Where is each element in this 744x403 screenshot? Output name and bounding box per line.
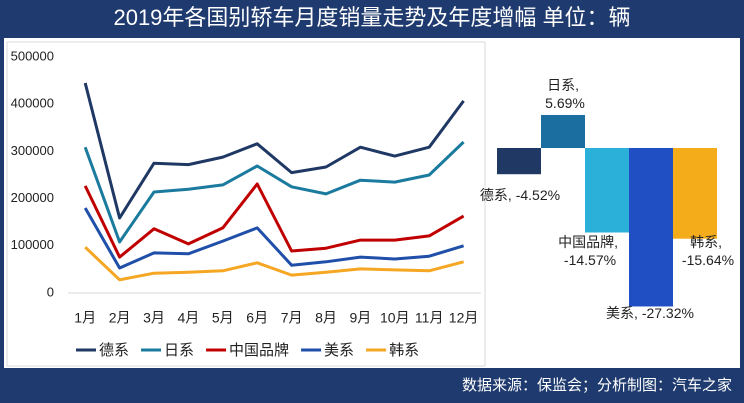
data-label: 中国品牌, -14.57% (558, 234, 622, 268)
bar (541, 114, 585, 148)
y-tick-label: 500000 (11, 48, 54, 63)
value-label: 5.69% (545, 95, 585, 111)
label-separator: , (614, 234, 622, 250)
label-separator: , (508, 187, 516, 203)
category-label: 韩系 (690, 234, 718, 250)
y-tick-label: 400000 (11, 96, 54, 111)
value-label: -14.57% (564, 252, 616, 268)
x-tick-label: 5月 (212, 310, 234, 326)
data-label: 德系, -4.52% (480, 187, 560, 203)
series-line (84, 246, 464, 282)
category-label: 美系 (606, 305, 634, 321)
bar (497, 148, 541, 175)
data-label: 美系, -27.32% (606, 305, 694, 321)
x-tick-label: 12月 (449, 310, 479, 326)
x-tick-label: 6月 (246, 310, 268, 326)
label-separator: , (718, 234, 726, 250)
data-label: 韩系, -15.64% (682, 234, 734, 268)
label-separator: , (634, 305, 642, 321)
x-tick-label: 2月 (109, 310, 131, 326)
value-label: -15.64% (682, 252, 734, 268)
x-tick-label: 1月 (74, 310, 96, 326)
series-line (83, 140, 465, 244)
value-label: -27.32% (642, 305, 694, 321)
legend-label: 德系 (99, 341, 129, 359)
bar (585, 148, 629, 233)
category-label: 日系 (547, 77, 575, 93)
legend-label: 日系 (164, 342, 194, 359)
category-label: 德系 (480, 187, 508, 203)
y-tick-label: 200000 (11, 190, 54, 205)
category-label: 中国品牌 (558, 234, 614, 250)
y-tick-label: 100000 (11, 237, 54, 252)
series-line (83, 182, 465, 259)
bar (673, 148, 717, 239)
legend-label: 中国品牌 (229, 342, 289, 359)
x-tick-label: 7月 (281, 310, 303, 326)
bar (629, 148, 673, 307)
x-tick-label: 10月 (380, 310, 410, 326)
x-tick-label: 8月 (315, 310, 337, 326)
value-label: -4.52% (516, 187, 560, 203)
legend-label: 韩系 (389, 342, 419, 359)
legend-label: 美系 (324, 342, 354, 359)
label-separator: , (575, 77, 583, 93)
x-tick-label: 9月 (350, 310, 372, 326)
series-line (83, 82, 465, 220)
title: 2019年各国别轿车月度销量走势及年度增幅 单位：辆 (113, 5, 630, 30)
line-panel (6, 41, 486, 367)
data-label: 日系, 5.69% (545, 77, 585, 111)
x-tick-label: 4月 (178, 310, 200, 326)
x-tick-label: 3月 (143, 310, 165, 326)
y-tick-label: 300000 (11, 143, 54, 158)
x-tick-label: 11月 (415, 310, 444, 326)
source: 数据来源：保监会；分析制图：汽车之家 (462, 377, 732, 394)
y-tick-label: 0 (47, 284, 54, 299)
series-line (83, 207, 465, 270)
